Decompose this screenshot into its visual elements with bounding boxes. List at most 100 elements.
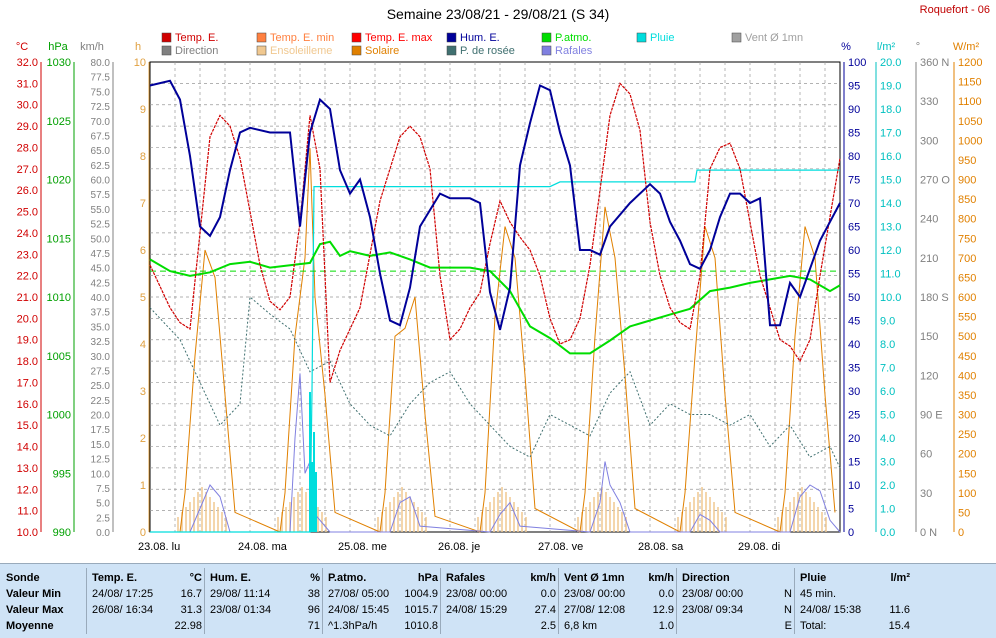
wind-tick-label: 7.5 [96, 484, 110, 495]
rain-tick-label: 5.0 [880, 410, 895, 422]
direction-tick-label: 300 [920, 135, 938, 147]
direction-tick-label: 360 N [920, 57, 949, 69]
legend-label: Solaire [365, 45, 399, 57]
wind-tick-label: 22.5 [91, 396, 111, 407]
rain-tick-label: 14.0 [880, 198, 901, 210]
humidity-tick-label: 0 [848, 527, 854, 539]
direction-tick-label: 90 E [920, 410, 943, 422]
stats-unit: l/m² [890, 572, 910, 584]
legend-swatch [161, 32, 172, 43]
stats-cell-time: 24/08/ 15:45 [328, 604, 390, 616]
solar-tick-label: 750 [958, 233, 976, 245]
wind-tick-label: 50.0 [91, 234, 111, 245]
stats-cell-value: 22.98 [174, 620, 202, 632]
rain-tick-label: 3.0 [880, 457, 895, 469]
wind-tick-label: 35.0 [91, 322, 111, 333]
stats-row-label: Valeur Max [6, 604, 64, 616]
humidity-tick-label: 40 [848, 339, 860, 351]
stats-column: Direction 23/08/ 00:00 N 23/08/ 09:34 N E [682, 564, 792, 638]
solar-tick-label: 350 [958, 390, 976, 402]
wind-tick-label: 17.5 [91, 425, 111, 436]
rain-tick-label: 7.0 [880, 363, 895, 375]
temp-tick-label: 27.0 [17, 164, 38, 176]
direction-tick-label: 240 [920, 214, 938, 226]
solar-tick-label: 400 [958, 370, 976, 382]
legend-swatch [541, 45, 552, 56]
wind-tick-label: 80.0 [91, 58, 111, 69]
stats-cell-value: 12.9 [652, 604, 674, 616]
wind-tick-label: 37.5 [91, 308, 111, 319]
legend-label: Vent Ø 1mn [745, 32, 803, 44]
wind-tick-label: 42.5 [91, 278, 111, 289]
stats-cell-value: 1015.7 [404, 604, 438, 616]
stats-column: Vent Ø 1mn km/h 23/08/ 00:00 0.0 27/08/ 12:0… [564, 564, 674, 638]
solar-tick-label: 600 [958, 292, 976, 304]
legend-label: Hum. E. [460, 32, 500, 44]
legend-label: Pluie [650, 32, 674, 44]
wind-tick-label: 52.5 [91, 220, 111, 231]
stats-column: P.atmo. hPa 27/08/ 05:00 1004.9 24/08/ 15:45… [328, 564, 438, 638]
sun_hours-axis-unit: h [135, 41, 141, 53]
x-tick-label: 29.08. di [738, 541, 780, 553]
stats-separator [558, 568, 559, 634]
temp-tick-label: 15.0 [17, 420, 38, 432]
pressure-tick-label: 995 [53, 468, 71, 480]
stats-cell-value: E [784, 620, 792, 632]
solar-tick-label: 900 [958, 175, 976, 187]
wind-tick-label: 5.0 [96, 499, 110, 510]
x-tick-label: 28.08. sa [638, 541, 684, 553]
stats-cell-value: 1010.8 [404, 620, 438, 632]
wind-tick-label: 10.0 [91, 469, 111, 480]
stats-cell-value: 27.4 [534, 604, 556, 616]
temp-tick-label: 17.0 [17, 377, 38, 389]
stats-cell-value: 1004.9 [404, 588, 438, 600]
sun_hours-tick-label: 3 [140, 386, 146, 398]
rain-tick-label: 6.0 [880, 386, 895, 398]
solar-tick-label: 300 [958, 410, 976, 422]
direction-tick-label: 270 O [920, 175, 950, 187]
legend-swatch [636, 32, 647, 43]
wind-tick-label: 12.5 [91, 455, 111, 466]
legend-label: Temp. E. [175, 32, 218, 44]
stats-header: Hum. E. [210, 572, 251, 584]
sun_hours-tick-label: 5 [140, 292, 146, 304]
pressure-tick-label: 1000 [47, 410, 71, 422]
stats-cell-value: 31.3 [180, 604, 202, 616]
legend-swatch [256, 45, 267, 56]
humidity-tick-label: 15 [848, 457, 860, 469]
legend-swatch [351, 32, 362, 43]
direction-axis-unit: ° [916, 41, 920, 53]
wind-tick-label: 15.0 [91, 440, 111, 451]
solar-tick-label: 800 [958, 214, 976, 226]
humidity-tick-label: 60 [848, 245, 860, 257]
temp-tick-label: 21.0 [17, 292, 38, 304]
stats-row-label: Valeur Min [6, 588, 62, 600]
stats-cell-time: 29/08/ 11:14 [210, 588, 271, 600]
sun_hours-tick-label: 0 [140, 527, 146, 539]
legend-swatch [256, 32, 267, 43]
stats-cell-time: 23/08/ 00:00 [446, 588, 508, 600]
humidity-tick-label: 65 [848, 222, 860, 234]
pressure-tick-label: 1030 [47, 57, 71, 69]
temp-tick-label: 22.0 [17, 271, 38, 283]
solar-axis-unit: W/m² [953, 41, 980, 53]
stats-cell-time: 23/08/ 01:34 [210, 604, 272, 616]
legend-swatch [161, 45, 172, 56]
sun_hours-tick-label: 4 [140, 339, 146, 351]
legend-label: P. de rosée [460, 45, 515, 57]
legend-swatch [446, 32, 457, 43]
solar-tick-label: 100 [958, 488, 976, 500]
pressure-tick-label: 1005 [47, 351, 71, 363]
stats-cell-value: 0.0 [658, 588, 674, 600]
stats-cell-time: ^1.3hPa/h [328, 620, 378, 632]
stats-cell-time: 27/08/ 05:00 [328, 588, 390, 600]
legend-label: Ensoleilleme [270, 45, 332, 57]
humidity-tick-label: 30 [848, 386, 860, 398]
stats-unit: hPa [417, 572, 438, 584]
temp-tick-label: 31.0 [17, 78, 38, 90]
temp-tick-label: 13.0 [17, 463, 38, 475]
legend-swatch [446, 45, 457, 56]
legend-swatch [731, 32, 742, 43]
stats-cell-value: 11.6 [889, 604, 910, 616]
